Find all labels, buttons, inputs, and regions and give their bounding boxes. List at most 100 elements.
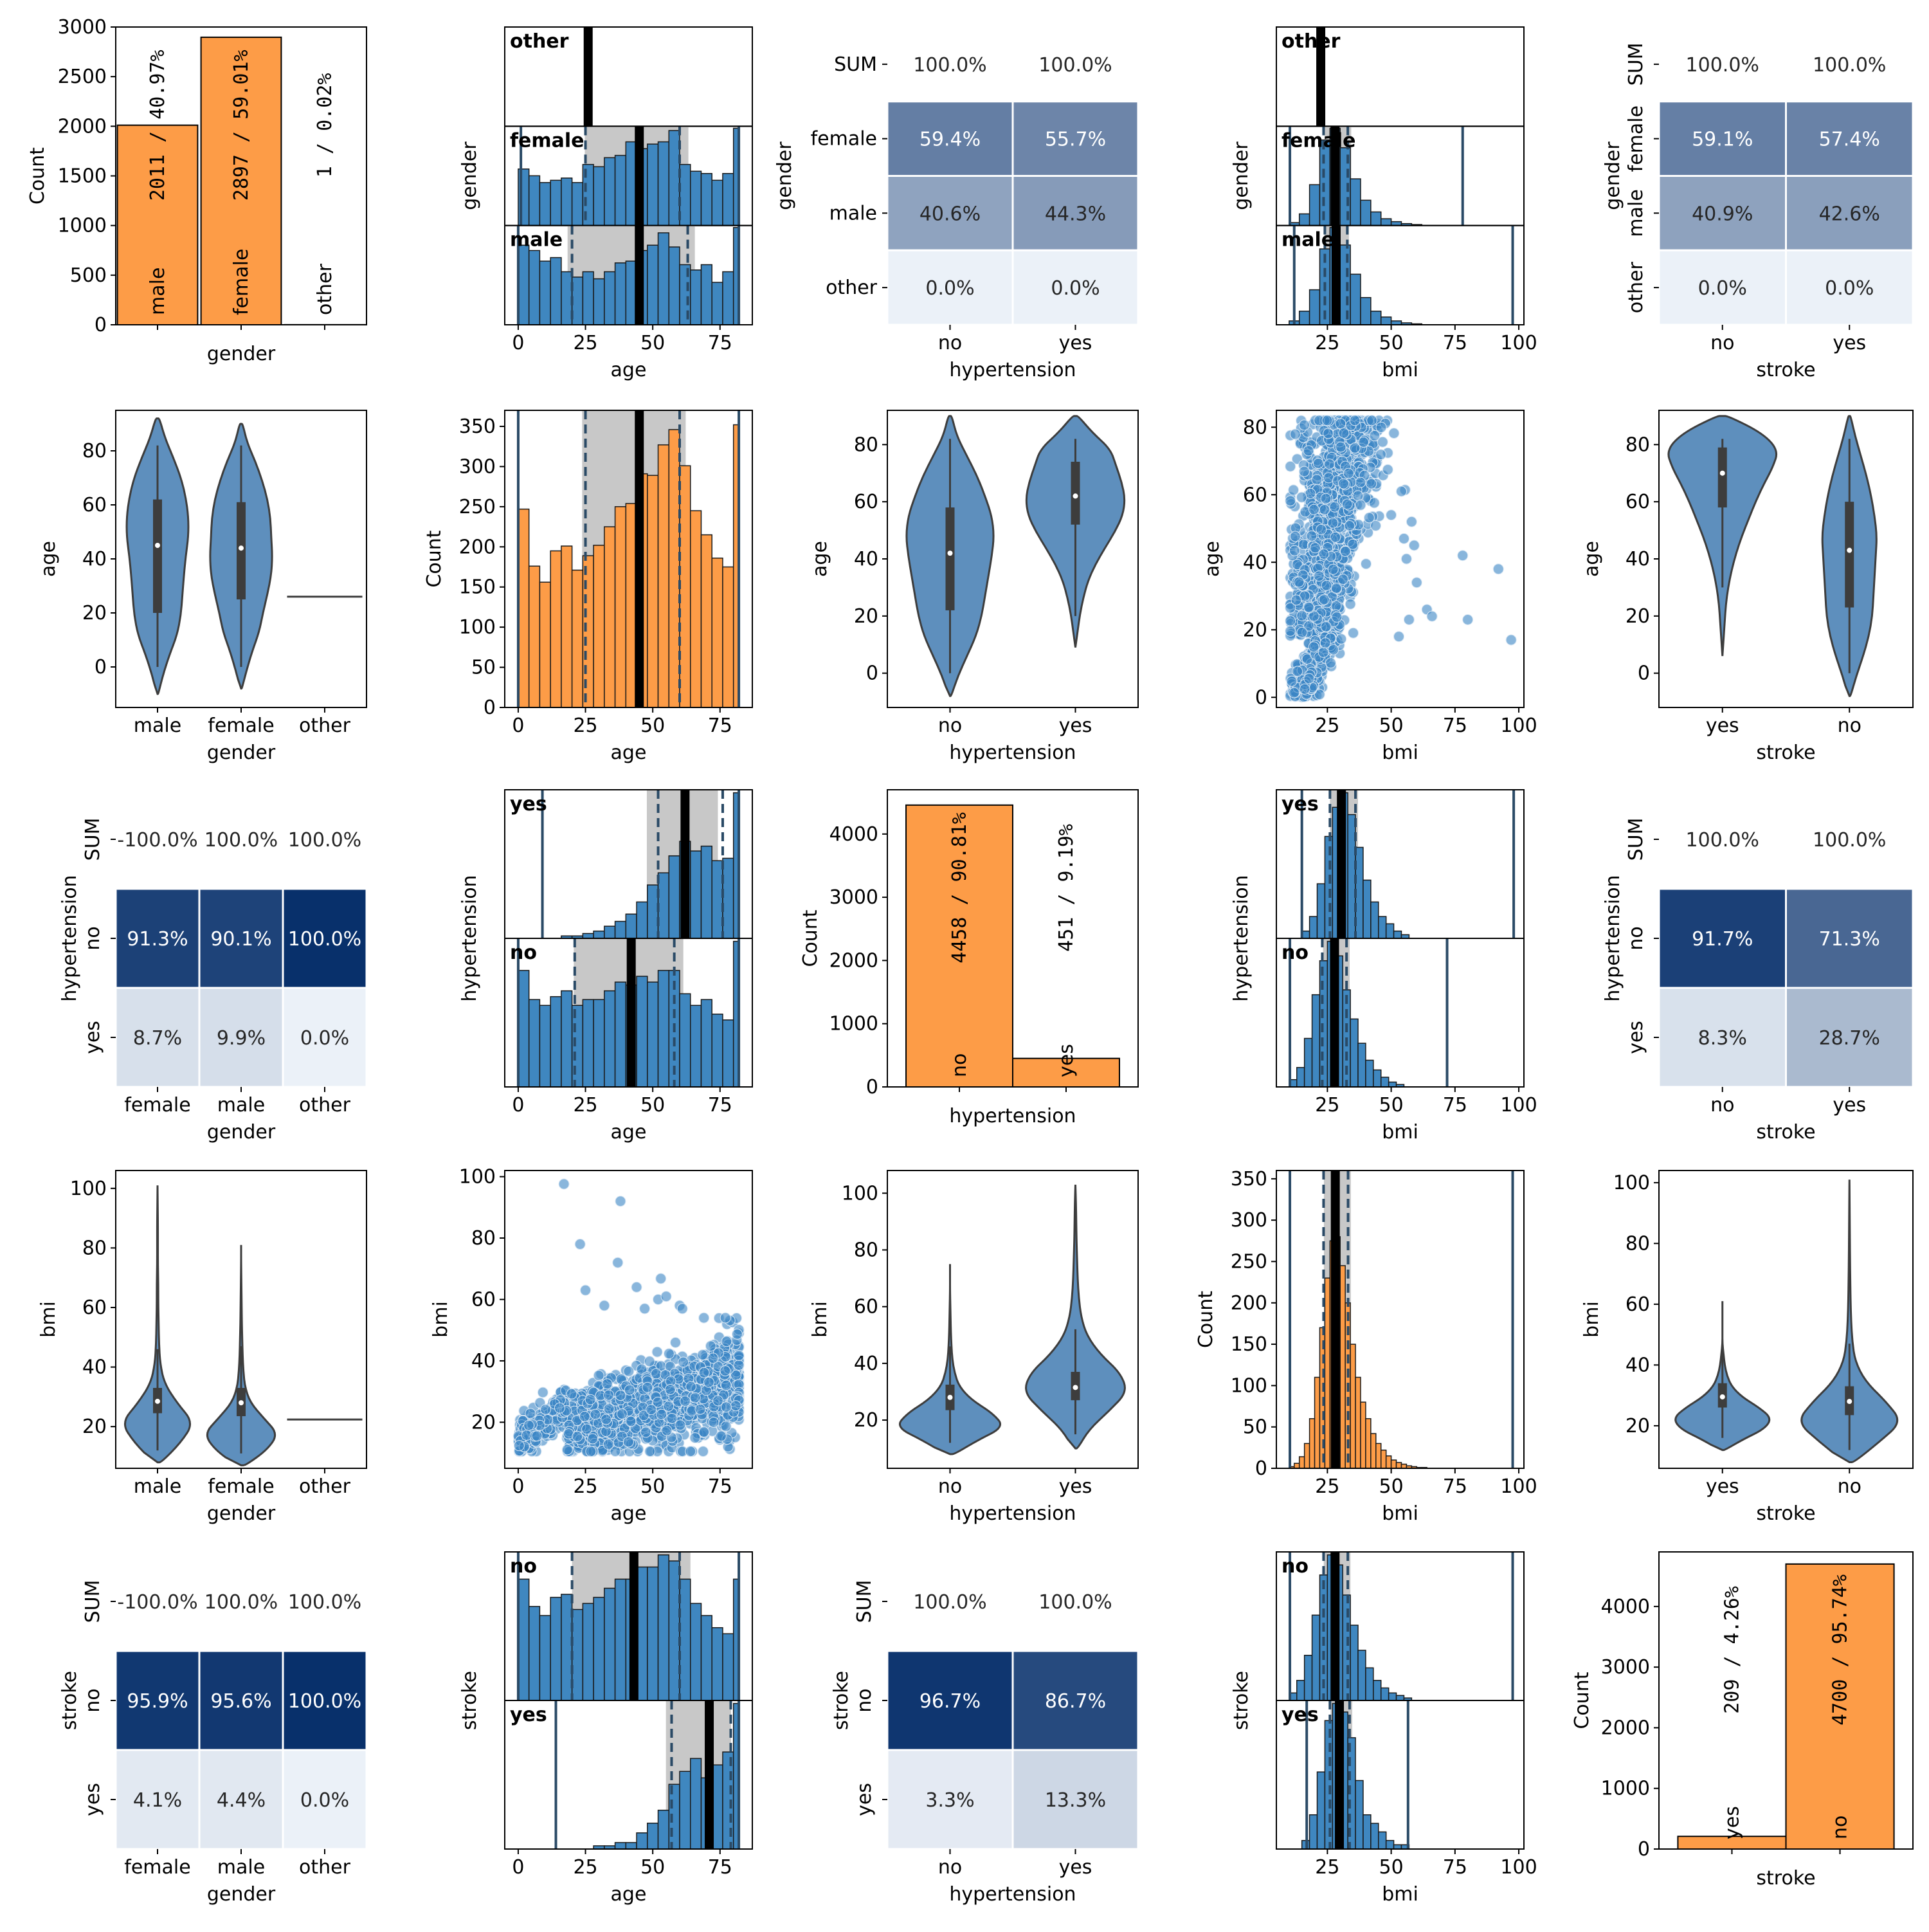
heatmap-cell-value: 59.4% [919,129,981,151]
bar-category-label: no [948,1053,971,1077]
y-tick-label: 60 [854,491,878,513]
hist-bar [1391,1460,1397,1468]
scatter-point [590,1409,601,1419]
x-tick-label: 75 [1443,1094,1467,1116]
hist-bar [529,1607,540,1700]
facet-label: no [510,1555,537,1578]
scatter-point [699,1313,709,1323]
hist-bar [1371,902,1379,938]
heatmap-cell-value: 100.0% [288,1591,361,1614]
hist-bar [658,1555,669,1700]
hist-bar [1310,185,1320,226]
hist-bar [539,1616,550,1700]
scatter-point [699,1367,709,1378]
y-tick-label: 20 [471,1411,496,1434]
y-tick-label: 20 [1626,605,1650,628]
x-axis-label: hypertension [949,742,1076,764]
hist-bar [550,1598,561,1700]
hypertension-gender-heatmap: -100.0%100.0%100.0%SUM91.3%90.1%100.0%no… [59,790,367,1144]
hist-bar [550,258,561,325]
y-tick-label: 20 [854,605,878,628]
y-tick-label: 1000 [58,215,107,237]
hist-bar [1315,1378,1320,1468]
heatmap-cell-value: 59.1% [1692,129,1753,151]
bar-value-label: 451 / 9.19% [1055,824,1078,952]
hist-bar [529,999,540,1087]
x-tick-label: 100 [1500,715,1537,737]
heatmap-cell-value: 28.7% [1819,1027,1880,1050]
scatter-point [572,1431,583,1441]
heatmap-cell-value: 100.0% [1813,829,1886,852]
hist-bar [658,873,669,938]
hist-bar [669,1561,680,1700]
scatter-point [675,1420,685,1430]
heatmap-row-label: no [1625,926,1647,950]
hist-bar [658,1810,669,1849]
hist-bar [1397,1463,1402,1468]
scatter-point [671,1338,681,1348]
facet-female: female [505,126,752,225]
heatmap-cell-value: 91.3% [127,928,188,951]
violin-group-label: no [938,1475,962,1498]
heatmap-row-label: yes [1625,1021,1647,1054]
heatmap-row-label: SUM [82,818,104,861]
y-tick-label: 4000 [1601,1596,1650,1618]
hist-bar [1361,1402,1366,1468]
hist-bar [680,994,691,1087]
hist-bar [593,279,604,325]
hist-bar [723,567,734,707]
x-tick-label: 50 [640,332,665,354]
scatter-point [601,1414,611,1425]
y-tick-label: 40 [854,548,878,570]
hist-bar [1310,290,1320,325]
facet-no: no [1276,938,1524,1087]
scatter-point [585,1394,595,1405]
heatmap-row-label: male [829,202,877,224]
hist-bar [529,176,540,225]
violin-male [127,419,188,694]
scatter-point [1287,676,1297,686]
hist-bar [604,158,615,226]
x-tick-label: 0 [512,1094,524,1116]
scatter-point [1332,612,1342,622]
bar-value-label: 2897 / 59.01% [230,50,253,201]
hist-bar [1361,298,1371,325]
hist-bar [1371,311,1381,325]
scatter-point [1382,464,1393,475]
hist-bar [561,272,572,325]
heatmap-cell-value: 4.1% [133,1789,182,1812]
heatmap-cell-value: 100.0% [1813,54,1886,77]
facet-label: other [1281,30,1341,53]
scatter-point [1339,428,1349,438]
heatmap-row-label: SUM [1625,818,1647,861]
y-axis-label: age [1580,541,1603,577]
scatter-point [582,1424,592,1434]
hist-bar [1310,1815,1318,1849]
y-tick-label: 100 [459,616,496,639]
y-tick-label: 40 [82,1356,107,1379]
y-tick-label: 20 [1626,1415,1650,1437]
y-tick-label: 300 [1231,1209,1267,1232]
violin-median-dot [948,1395,953,1400]
x-tick-label: 25 [573,715,597,737]
y-tick-label: 80 [1626,433,1650,456]
violin-group-label: no [938,715,962,737]
scatter-point [1371,520,1381,531]
scatter-point [1326,658,1336,668]
hist-bar [1305,1655,1312,1700]
hist-bar [593,1598,604,1700]
hist-bar [1355,1780,1363,1849]
scatter-point [566,1389,577,1399]
hist-bar [1305,1443,1310,1468]
scatter-point [1289,485,1299,495]
hist-bar [572,570,583,707]
scatter-point [624,1366,634,1376]
hist-bar [604,926,615,938]
hist-bar [648,144,658,226]
x-tick-label: 25 [1315,715,1339,737]
hist-bar [615,507,626,707]
bar-category-label: yes [1721,1806,1743,1839]
heatmap-col-label: yes [1833,332,1866,354]
